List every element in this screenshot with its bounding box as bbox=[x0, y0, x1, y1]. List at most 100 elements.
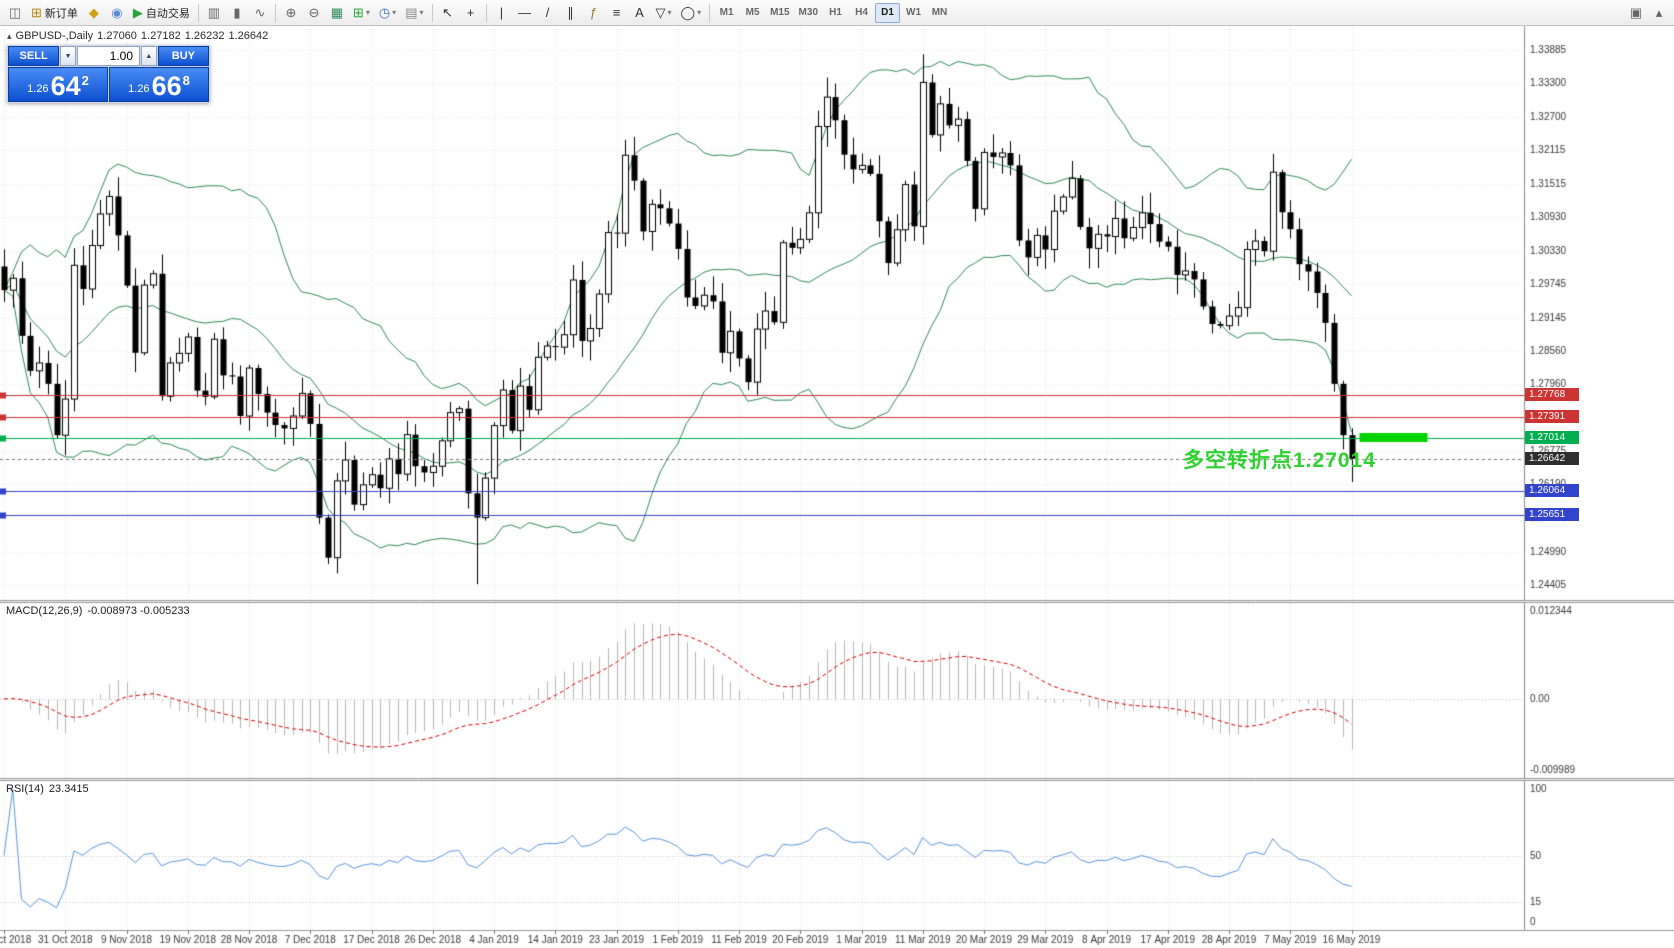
trendline-icon: / bbox=[545, 5, 550, 20]
grid-icon: ▦ bbox=[330, 4, 344, 20]
volume-up-button[interactable]: ▲ bbox=[141, 46, 157, 66]
sell-price-pips: 64 bbox=[50, 71, 81, 101]
toolbar-separator bbox=[709, 3, 711, 22]
buy-price-pips: 66 bbox=[151, 71, 182, 101]
toolbar-separator bbox=[431, 3, 433, 22]
price-tag-1.27768: 1.27768 bbox=[1525, 388, 1579, 401]
crosshair-icon: + bbox=[466, 5, 475, 20]
shapes-icon: ◯ bbox=[680, 4, 696, 20]
arrow-down-icon: ▼ bbox=[64, 52, 72, 60]
andrews-fork-icon[interactable]: ≡ bbox=[606, 2, 628, 24]
price-tag-1.27391: 1.27391 bbox=[1525, 410, 1579, 423]
line-chart-icon[interactable]: ∿ bbox=[249, 2, 271, 24]
timeframe-m1[interactable]: M1 bbox=[719, 7, 734, 18]
horizontal-line-icon[interactable]: — bbox=[514, 2, 536, 24]
fibonacci-icon: ƒ bbox=[589, 5, 598, 20]
line-chart-icon: ∿ bbox=[254, 4, 266, 20]
new-order-icon: ⊞ bbox=[31, 4, 42, 20]
new-order-button-label: 新订单 bbox=[44, 7, 78, 20]
indicators-button[interactable]: ⊞ ▾ bbox=[349, 2, 374, 24]
timeframe-w1[interactable]: W1 bbox=[906, 7, 921, 18]
toolbar-separator bbox=[197, 3, 199, 22]
toolbar-separator bbox=[485, 3, 487, 22]
candlestick-chart-icon: ▮ bbox=[233, 4, 241, 20]
zoom-in-icon: ⊕ bbox=[285, 4, 297, 20]
channel-icon[interactable]: ∥ bbox=[560, 2, 582, 24]
timeframe-d1[interactable]: D1 bbox=[875, 2, 900, 23]
new-order-button[interactable]: ⊞ 新订单 bbox=[27, 2, 82, 24]
indicators-icon: ⊞ bbox=[352, 4, 364, 20]
autotrading-icon: ▶ bbox=[132, 4, 143, 20]
cursor-icon: ↖ bbox=[442, 4, 453, 20]
buy-price-frac: 8 bbox=[182, 73, 190, 88]
zoom-out-icon: ⊖ bbox=[308, 4, 320, 20]
chevron-down-icon: ▾ bbox=[365, 8, 370, 17]
symbol-label: GBPUSD-,Daily bbox=[15, 30, 94, 42]
buy-price-base: 1.26 bbox=[128, 83, 150, 95]
rsi-name: RSI(14) bbox=[6, 783, 44, 795]
crosshair-icon[interactable]: + bbox=[460, 2, 482, 24]
buy-button[interactable]: BUY bbox=[157, 46, 209, 66]
templates-button[interactable]: ▤ ▾ bbox=[401, 2, 427, 24]
trendline-icon[interactable]: / bbox=[537, 2, 559, 24]
vertical-line-icon: | bbox=[499, 5, 504, 20]
timeframe-m30[interactable]: M30 bbox=[798, 7, 818, 18]
periods-button[interactable]: ◷ ▾ bbox=[375, 2, 400, 24]
buy-price-button[interactable]: 1.26 66 8 bbox=[109, 67, 209, 102]
timeframe-mn[interactable]: MN bbox=[931, 7, 948, 18]
chevron-down-icon: ▾ bbox=[392, 8, 397, 17]
chevron-down-icon: ▾ bbox=[667, 8, 672, 17]
price-tag-1.26064: 1.26064 bbox=[1525, 484, 1579, 497]
new-chart-icon[interactable]: ◫ bbox=[4, 2, 26, 24]
sell-price-frac: 2 bbox=[81, 73, 89, 88]
vertical-line-icon[interactable]: | bbox=[491, 2, 513, 24]
text-icon[interactable]: A bbox=[629, 2, 651, 24]
sell-price-button[interactable]: 1.26 64 2 bbox=[8, 67, 108, 102]
chevron-down-icon: ▾ bbox=[697, 8, 702, 17]
ohlc-low: 1.26232 bbox=[184, 30, 225, 42]
andrews-fork-icon: ≡ bbox=[612, 5, 621, 20]
chevron-down-icon: ▾ bbox=[419, 8, 424, 17]
toolbar-separator bbox=[274, 3, 276, 22]
periods-icon: ◷ bbox=[378, 4, 391, 20]
autotrading-button[interactable]: ▶ 自动交易 bbox=[129, 2, 194, 24]
volume-input[interactable] bbox=[77, 46, 140, 66]
one-click-trading-panel: SELL ▼ ▲ BUY 1.26 64 2 1.26 66 8 bbox=[7, 45, 210, 103]
dock-window-icon: ▣ bbox=[1629, 4, 1643, 20]
timeframe-m15[interactable]: M15 bbox=[770, 7, 790, 18]
fibonacci-icon[interactable]: ƒ bbox=[583, 2, 605, 24]
sell-price-base: 1.26 bbox=[27, 83, 49, 95]
expand-window-icon[interactable]: ▴ bbox=[1648, 2, 1670, 24]
candlestick-chart-icon[interactable]: ▮ bbox=[226, 2, 248, 24]
chart-annotation[interactable]: 多空转折点1.27014 bbox=[1183, 449, 1376, 472]
metaeditor-icon[interactable]: ◉ bbox=[106, 2, 128, 24]
profiles-icon: ◆ bbox=[88, 4, 99, 20]
timeframe-h4[interactable]: H4 bbox=[855, 7, 868, 18]
price-tag-1.27014: 1.27014 bbox=[1525, 431, 1579, 444]
ohlc-high: 1.27182 bbox=[140, 30, 181, 42]
price-tag-1.25651: 1.25651 bbox=[1525, 508, 1579, 521]
grid-icon[interactable]: ▦ bbox=[326, 2, 348, 24]
arrow-up-icon: ▲ bbox=[145, 52, 153, 60]
zoom-out-icon[interactable]: ⊖ bbox=[303, 2, 325, 24]
arrows-icon: ▽ bbox=[655, 4, 666, 20]
bar-chart-icon[interactable]: ▥ bbox=[203, 2, 225, 24]
one-click-collapse-icon[interactable]: ▴ bbox=[7, 31, 12, 41]
horizontal-line-icon: — bbox=[518, 5, 531, 20]
timeframe-h1[interactable]: H1 bbox=[829, 7, 842, 18]
profiles-icon[interactable]: ◆ bbox=[83, 2, 105, 24]
macd-values: -0.008973 -0.005233 bbox=[87, 605, 190, 617]
shapes-button[interactable]: ◯ ▾ bbox=[677, 2, 706, 24]
bar-chart-icon: ▥ bbox=[207, 4, 221, 20]
dock-window-icon[interactable]: ▣ bbox=[1625, 2, 1647, 24]
cursor-icon[interactable]: ↖ bbox=[437, 2, 459, 24]
arrows-button[interactable]: ▽ ▾ bbox=[652, 2, 676, 24]
timeframe-m5[interactable]: M5 bbox=[745, 7, 760, 18]
templates-icon: ▤ bbox=[405, 4, 418, 20]
macd-indicator-label: MACD(12,26,9) -0.008973 -0.005233 bbox=[6, 605, 195, 617]
expand-window-icon: ▴ bbox=[1655, 4, 1663, 20]
sell-button[interactable]: SELL bbox=[8, 46, 60, 66]
volume-down-button[interactable]: ▼ bbox=[60, 46, 76, 66]
zoom-in-icon[interactable]: ⊕ bbox=[280, 2, 302, 24]
